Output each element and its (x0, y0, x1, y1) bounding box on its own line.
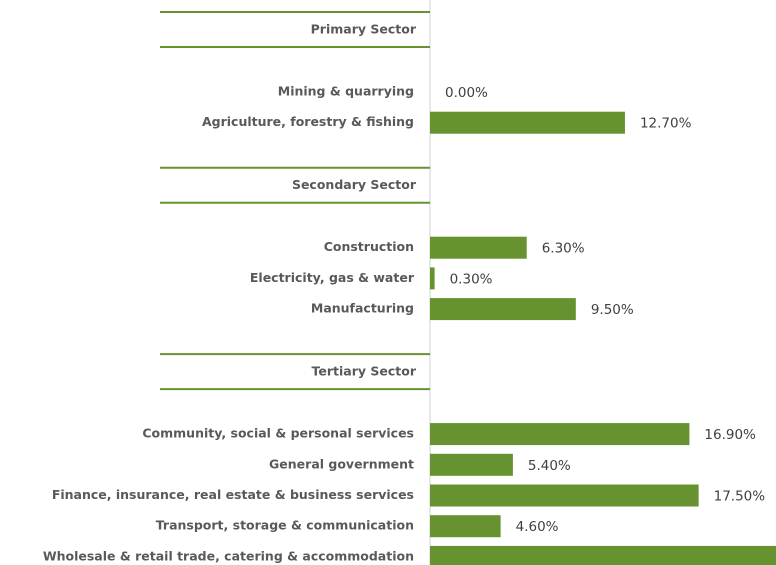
value-label: 17.50% (714, 489, 766, 505)
category-label: Mining & quarrying (278, 84, 414, 99)
category-label: Manufacturing (311, 301, 414, 316)
category-label: Community, social & personal services (142, 426, 414, 441)
value-label: 6.30% (542, 241, 585, 257)
value-label: 16.90% (704, 427, 756, 443)
bar (430, 298, 576, 321)
sector-header: Primary Sector (311, 22, 417, 37)
bar (430, 236, 527, 259)
category-label: Electricity, gas & water (250, 270, 415, 285)
category-label: Construction (324, 239, 414, 254)
bar (430, 111, 625, 134)
sector-header: Secondary Sector (292, 177, 417, 192)
category-label: Transport, storage & communication (156, 518, 414, 533)
value-label: 12.70% (640, 116, 692, 132)
bar (430, 423, 690, 446)
bar (430, 484, 699, 507)
category-label: General government (269, 456, 414, 471)
category-label: Wholesale & retail trade, catering & acc… (43, 548, 414, 563)
category-label: Finance, insurance, real estate & busine… (52, 487, 414, 502)
bar (430, 515, 501, 538)
sector-header: Tertiary Sector (312, 364, 417, 379)
value-label: 0.30% (450, 271, 493, 287)
value-label: 9.50% (591, 302, 634, 318)
value-label: 5.40% (528, 458, 571, 474)
bar (430, 545, 776, 565)
value-label: 0.00% (445, 85, 488, 101)
bar (430, 453, 513, 476)
value-label: 4.60% (516, 519, 559, 535)
bar (430, 267, 435, 290)
category-label: Agriculture, forestry & fishing (202, 114, 414, 129)
